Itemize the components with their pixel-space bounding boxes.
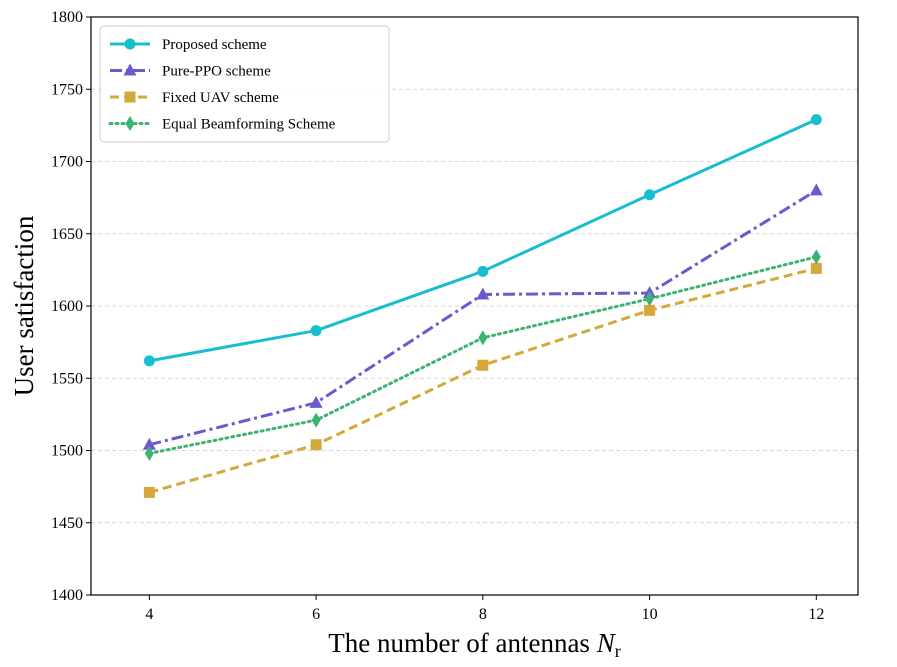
data-point-1-0 xyxy=(142,437,156,450)
data-point-0-1 xyxy=(310,325,322,337)
x-tick-label-6: 6 xyxy=(312,606,320,623)
data-point-1-4 xyxy=(809,183,823,196)
legend-label-3: Equal Beamforming Scheme xyxy=(162,117,336,133)
data-point-1-1 xyxy=(309,395,323,408)
legend-marker-3 xyxy=(125,116,135,131)
legend: Proposed scheme Pure-PPO scheme Fixed UAV … xyxy=(99,25,390,143)
data-point-0-0 xyxy=(143,355,155,367)
x-tick-label-10: 10 xyxy=(642,606,658,623)
data-point-2-3 xyxy=(644,304,656,316)
y-tick-label-1700: 1700 xyxy=(51,154,83,171)
data-point-3-4 xyxy=(811,249,821,265)
grid-lines xyxy=(91,88,858,524)
y-tick-label-1800: 1800 xyxy=(51,9,83,26)
legend-box xyxy=(99,25,390,143)
data-point-3-3 xyxy=(645,291,655,307)
y-tick-label-1600: 1600 xyxy=(51,298,83,315)
x-tick-label-12: 12 xyxy=(808,606,824,623)
series-layer xyxy=(142,114,823,498)
series-3 xyxy=(144,249,821,461)
data-point-3-2 xyxy=(478,330,488,346)
data-point-2-2 xyxy=(477,359,489,371)
data-point-2-4 xyxy=(810,262,822,274)
data-point-3-1 xyxy=(311,412,321,428)
x-tick-label-4: 4 xyxy=(145,606,153,623)
legend-label-0: Proposed scheme xyxy=(162,37,267,53)
x-axis-title: The number of antennas Nr xyxy=(328,628,620,661)
legend-label-2: Fixed UAV scheme xyxy=(162,90,279,106)
data-point-0-2 xyxy=(477,265,489,277)
y-tick-label-1500: 1500 xyxy=(51,443,83,460)
data-point-2-1 xyxy=(310,439,322,451)
series-2 xyxy=(143,262,822,498)
axes: 1400 1450 1500 1550 1600 1650 1700 1750 1800 4 6 8 1… xyxy=(9,9,859,661)
legend-marker-1 xyxy=(123,63,137,76)
y-axis-title: User satisfaction xyxy=(9,215,39,396)
y-tick-label-1550: 1550 xyxy=(51,370,83,387)
y-tick-label-1400: 1400 xyxy=(51,587,83,604)
legend-marker-0 xyxy=(124,38,136,50)
series-0 xyxy=(143,114,822,367)
data-point-3-0 xyxy=(144,445,154,461)
series-1 xyxy=(142,183,823,450)
x-tick-label-8: 8 xyxy=(479,606,487,623)
y-tick-label-1750: 1750 xyxy=(51,81,83,98)
data-point-1-2 xyxy=(476,287,490,300)
y-tick-label-1650: 1650 xyxy=(51,226,83,243)
data-point-0-3 xyxy=(644,189,656,201)
legend-marker-2 xyxy=(124,91,136,103)
legend-label-1: Pure-PPO scheme xyxy=(162,64,271,80)
data-point-2-0 xyxy=(143,486,155,498)
data-point-0-4 xyxy=(810,114,822,126)
y-tick-label-1450: 1450 xyxy=(51,515,83,532)
